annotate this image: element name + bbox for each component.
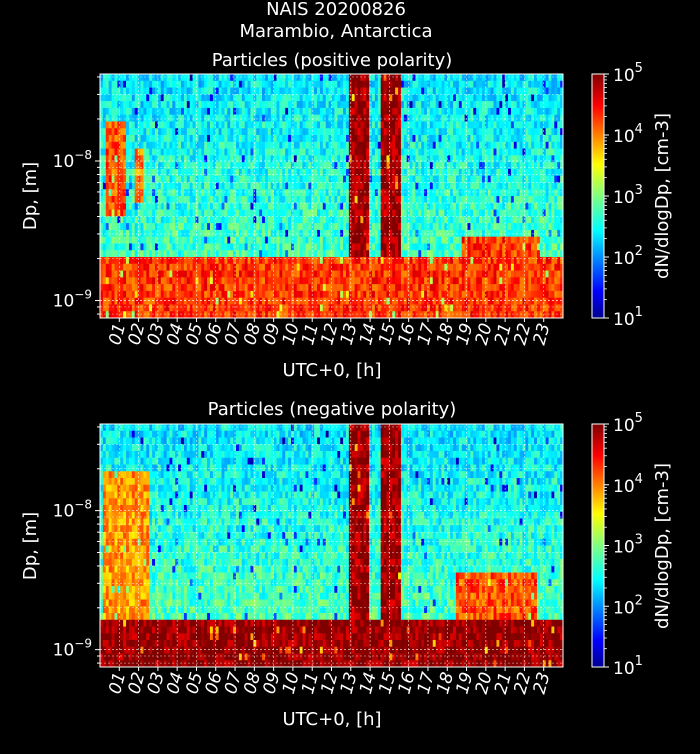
figure-title-line1: NAIS 20200826 xyxy=(266,0,406,20)
colorbar-tick-label: 101 xyxy=(613,305,643,330)
gridlines xyxy=(100,424,563,667)
negative-polarity-panel: Particles (negative polarity) 0102030405… xyxy=(20,399,673,730)
y-tick-label: 10−8 xyxy=(53,498,92,522)
colorbar-tick-label: 104 xyxy=(613,472,643,497)
colorbar-tick-label: 105 xyxy=(613,411,643,436)
colorbar xyxy=(591,423,605,668)
heatmap xyxy=(100,74,564,319)
panel-title: Particles (negative polarity) xyxy=(208,399,457,420)
colorbar-tick-label: 103 xyxy=(613,183,643,208)
colorbar-tick-label: 103 xyxy=(613,533,643,558)
y-tick-label: 10−9 xyxy=(53,288,92,312)
panel-title: Particles (positive polarity) xyxy=(212,50,453,71)
positive-polarity-panel: Particles (positive polarity) 0102030405… xyxy=(20,50,673,381)
y-ticks: 10−9 10−8 xyxy=(53,76,100,315)
colorbar-label: dN/dlogDp, [cm-3] xyxy=(652,113,673,279)
colorbar-ticks: 101 102 103 104 105 xyxy=(604,411,643,679)
colorbar-tick-label: 101 xyxy=(613,654,643,679)
y-ticks: 10−9 10−8 xyxy=(53,426,100,664)
x-axis-label: UTC+0, [h] xyxy=(282,360,381,381)
colorbar-tick-label: 105 xyxy=(613,61,643,86)
colorbar-label: dN/dlogDp, [cm-3] xyxy=(652,463,673,629)
y-tick-label: 10−9 xyxy=(53,637,92,661)
figure-title-line2: Marambio, Antarctica xyxy=(239,21,432,42)
colorbar xyxy=(591,73,605,319)
colorbar-tick-label: 102 xyxy=(613,244,643,269)
x-ticks: 0102030405060708091011121314151617181920… xyxy=(105,318,555,347)
gridlines xyxy=(100,74,563,318)
x-tick-label: 23 xyxy=(530,670,555,696)
y-axis-label: Dp, [m] xyxy=(20,162,41,230)
colorbar-ticks: 101 102 103 104 105 xyxy=(604,61,643,330)
x-tick-label: 23 xyxy=(530,321,555,347)
y-tick-label: 10−8 xyxy=(53,148,92,172)
x-axis-label: UTC+0, [h] xyxy=(282,709,381,730)
colorbar-tick-label: 104 xyxy=(613,122,643,147)
x-ticks: 0102030405060708091011121314151617181920… xyxy=(105,667,555,696)
colorbar-tick-label: 102 xyxy=(613,593,643,618)
y-axis-label: Dp, [m] xyxy=(20,512,41,580)
